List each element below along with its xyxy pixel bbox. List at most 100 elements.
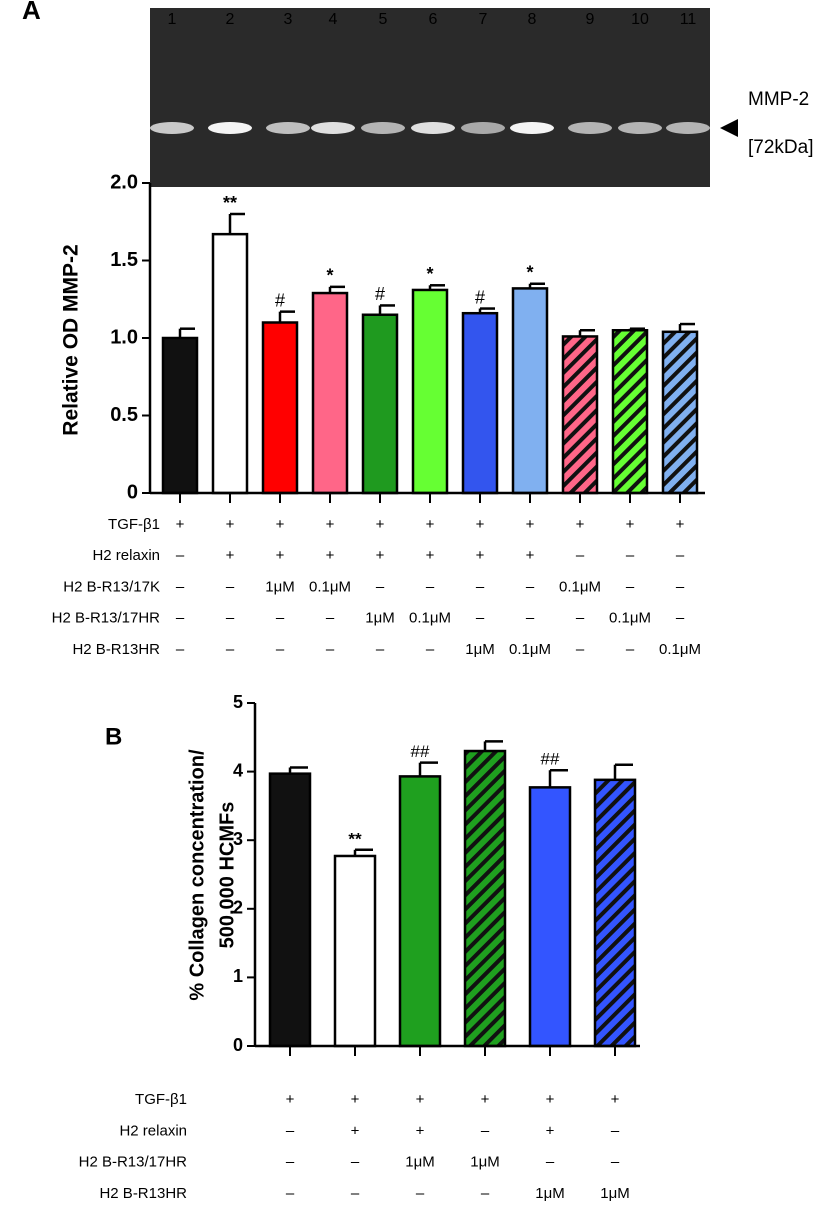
condition-name: H2 B-R13HR	[72, 641, 160, 658]
gel-band	[618, 122, 662, 134]
condition-value: –	[626, 547, 635, 564]
condition-value: +	[416, 1122, 425, 1139]
condition-value: +	[546, 1122, 555, 1139]
lane-number: 9	[586, 11, 595, 28]
gel-band	[208, 122, 252, 134]
condition-value: –	[626, 641, 635, 658]
bar	[528, 786, 572, 1048]
bar	[511, 287, 549, 495]
condition-value: –	[426, 641, 435, 658]
condition-value: –	[526, 610, 535, 627]
condition-value: –	[576, 610, 585, 627]
condition-value: 1μM	[265, 578, 294, 595]
significance-label: ##	[411, 742, 430, 761]
gel-band	[311, 122, 355, 134]
bar	[333, 854, 377, 1048]
lane-number: 2	[226, 11, 235, 28]
gel-band	[411, 122, 455, 134]
condition-value: 1μM	[535, 1185, 564, 1202]
condition-value: –	[376, 641, 385, 658]
condition-value: 0.1μM	[609, 610, 651, 627]
bar	[311, 291, 349, 495]
y-tick-label: 0	[127, 481, 138, 503]
condition-value: –	[676, 547, 685, 564]
y-axis-label: Relative OD MMP-2	[60, 244, 83, 435]
y-tick-label: 1.5	[110, 249, 138, 271]
condition-value: –	[276, 610, 285, 627]
condition-value: 1μM	[465, 641, 494, 658]
gel-band	[461, 122, 505, 134]
condition-value: +	[676, 516, 685, 533]
bar	[461, 311, 499, 495]
condition-value: –	[286, 1154, 295, 1171]
condition-value: +	[326, 516, 335, 533]
condition-value: +	[286, 1091, 295, 1108]
y-tick-label: 0	[233, 1035, 243, 1055]
y-tick-label: 4	[233, 760, 243, 780]
gel-band	[266, 122, 310, 134]
condition-value: –	[546, 1154, 555, 1171]
condition-name: H2 B-R13/17K	[63, 578, 160, 595]
condition-value: +	[611, 1091, 620, 1108]
lane-number: 4	[329, 11, 338, 28]
significance-label: #	[475, 287, 485, 307]
gel-size: [72kDa]	[748, 137, 813, 158]
condition-value: –	[481, 1185, 490, 1202]
significance-label: *	[526, 263, 533, 283]
panel-label: B	[105, 723, 122, 750]
condition-value: +	[376, 547, 385, 564]
condition-name: H2 B-R13/17HR	[79, 1154, 188, 1171]
y-tick-label: 5	[233, 692, 243, 712]
bar	[398, 775, 442, 1048]
significance-label: #	[275, 290, 285, 310]
significance-label: **	[348, 829, 362, 848]
gel-band	[150, 122, 194, 134]
condition-value: +	[416, 1091, 425, 1108]
y-tick-label: 2	[233, 898, 243, 918]
condition-value: –	[576, 641, 585, 658]
panel-label: A	[22, 0, 41, 25]
condition-value: –	[176, 610, 185, 627]
condition-value: –	[476, 610, 485, 627]
condition-value: +	[226, 516, 235, 533]
y-tick-label: 1	[233, 966, 243, 986]
condition-value: 1μM	[600, 1185, 629, 1202]
condition-value: –	[416, 1185, 425, 1202]
gel-label: MMP-2	[748, 89, 809, 110]
lane-number: 5	[379, 11, 388, 28]
condition-value: +	[476, 547, 485, 564]
condition-value: +	[481, 1091, 490, 1108]
gel-band	[361, 122, 405, 134]
significance-label: ##	[541, 750, 560, 769]
gel-image	[150, 8, 710, 187]
lane-number: 11	[680, 11, 697, 28]
condition-value: –	[611, 1154, 620, 1171]
significance-label: #	[375, 284, 385, 304]
y-tick-label: 2.0	[110, 171, 138, 193]
condition-value: 0.1μM	[559, 578, 601, 595]
condition-value: +	[326, 547, 335, 564]
condition-value: –	[351, 1185, 360, 1202]
condition-value: –	[176, 641, 185, 658]
condition-value: +	[576, 516, 585, 533]
y-tick-label: 3	[233, 829, 243, 849]
condition-value: +	[376, 516, 385, 533]
y-tick-label: 1.0	[110, 326, 138, 348]
condition-value: +	[351, 1122, 360, 1139]
bar	[561, 335, 599, 495]
arrowhead	[720, 119, 738, 137]
bar	[611, 329, 649, 495]
condition-value: +	[426, 547, 435, 564]
gel-band	[666, 122, 710, 134]
condition-value: +	[526, 547, 535, 564]
condition-value: –	[426, 578, 435, 595]
condition-value: –	[676, 578, 685, 595]
condition-value: –	[576, 547, 585, 564]
condition-value: –	[226, 610, 235, 627]
significance-label: **	[223, 193, 237, 213]
condition-value: +	[226, 547, 235, 564]
y-axis-label: % Collagen concentration/	[186, 749, 208, 1001]
bar	[411, 288, 449, 495]
condition-value: –	[526, 578, 535, 595]
